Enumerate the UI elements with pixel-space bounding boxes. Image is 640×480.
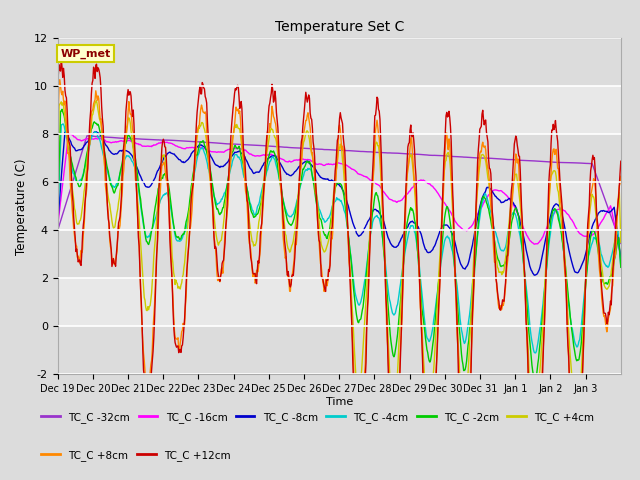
Line: TC_C -8cm: TC_C -8cm [58,132,621,275]
Line: TC_C -2cm: TC_C -2cm [58,109,621,378]
TC_C +4cm [224,183,232,189]
TC_C -4cm [429,318,437,324]
TC_C +12cm [58,56,65,62]
Line: TC_C +12cm: TC_C +12cm [58,59,621,386]
TC_C -4cm [59,121,67,127]
Bar [58,230,621,278]
X-axis label: Time: Time [326,397,353,407]
TC_C -16cm [120,138,128,144]
Bar [58,38,621,86]
TC_C -2cm [617,264,625,270]
TC_C -2cm [429,336,437,342]
TC_C +4cm [93,98,100,104]
TC_C +12cm [120,136,128,142]
TC_C -4cm [398,270,406,276]
TC_C -4cm [617,263,625,269]
TC_C -32cm [617,240,625,246]
Bar [58,326,621,374]
TC_C +4cm [54,191,61,197]
TC_C +8cm [120,157,128,163]
TC_C -4cm [252,211,260,216]
Legend: TC_C +8cm, TC_C +12cm: TC_C +8cm, TC_C +12cm [37,446,235,465]
TC_C -8cm [54,222,61,228]
TC_C -16cm [224,147,232,153]
Bar [58,86,621,134]
TC_C -32cm [398,151,406,156]
TC_C -8cm [120,148,128,154]
TC_C -2cm [273,160,281,166]
TC_C +4cm [431,358,438,364]
Line: TC_C -16cm: TC_C -16cm [58,134,621,257]
TC_C -8cm [252,169,260,175]
TC_C -2cm [252,213,260,219]
TC_C +12cm [274,125,282,131]
TC_C +8cm [617,173,625,179]
TC_C -16cm [398,197,406,203]
Text: WP_met: WP_met [60,48,111,59]
Line: TC_C -4cm: TC_C -4cm [58,124,621,353]
TC_C +8cm [431,384,438,389]
TC_C +8cm [274,144,282,149]
Bar [58,278,621,326]
TC_C -8cm [617,256,625,262]
Bar [58,134,621,182]
TC_C -32cm [273,144,281,149]
TC_C -32cm [54,228,61,233]
TC_C -32cm [252,143,260,148]
Line: TC_C -32cm: TC_C -32cm [58,136,621,243]
TC_C -16cm [252,153,260,159]
TC_C +8cm [225,185,232,191]
TC_C -16cm [54,225,61,230]
TC_C +4cm [120,148,128,154]
Bar [58,182,621,230]
TC_C -16cm [429,185,437,191]
TC_C +12cm [431,384,438,389]
TC_C -32cm [429,153,437,158]
TC_C +8cm [54,218,61,224]
TC_C -2cm [224,177,232,183]
TC_C -8cm [273,156,281,162]
TC_C +4cm [252,241,260,247]
TC_C -16cm [617,254,625,260]
Line: TC_C +8cm: TC_C +8cm [58,80,621,386]
TC_C +12cm [617,158,625,164]
TC_C +12cm [225,172,232,178]
TC_C +8cm [399,290,406,296]
TC_C -2cm [120,144,128,150]
TC_C -4cm [273,166,281,172]
TC_C +12cm [399,285,406,291]
TC_C +8cm [56,77,63,83]
TC_C +4cm [273,146,281,152]
TC_C -8cm [92,129,99,134]
TC_C +8cm [142,384,150,389]
TC_C -4cm [224,179,232,185]
TC_C -2cm [58,107,66,112]
TC_C +8cm [253,267,260,273]
TC_C -32cm [83,133,91,139]
TC_C -2cm [532,375,540,381]
TC_C -4cm [532,350,540,356]
TC_C +4cm [617,240,625,245]
TC_C -8cm [531,272,539,278]
TC_C -4cm [54,221,61,227]
TC_C -8cm [398,235,406,240]
TC_C -8cm [429,245,437,251]
Line: TC_C +4cm: TC_C +4cm [58,101,621,386]
Y-axis label: Temperature (C): Temperature (C) [15,158,28,255]
TC_C -32cm [120,135,128,141]
TC_C -4cm [120,157,128,163]
TC_C -2cm [398,278,406,284]
TC_C +12cm [253,281,260,287]
TC_C +4cm [399,264,406,270]
Legend: TC_C -32cm, TC_C -16cm, TC_C -8cm, TC_C -4cm, TC_C -2cm, TC_C +4cm: TC_C -32cm, TC_C -16cm, TC_C -8cm, TC_C … [37,408,598,427]
TC_C -8cm [224,159,232,165]
TC_C +12cm [54,203,61,209]
TC_C -2cm [54,218,61,224]
TC_C -16cm [273,154,281,159]
TC_C -16cm [65,131,73,137]
TC_C -32cm [224,141,232,147]
TC_C +12cm [141,384,149,389]
Title: Temperature Set C: Temperature Set C [275,21,404,35]
TC_C +4cm [353,384,361,389]
